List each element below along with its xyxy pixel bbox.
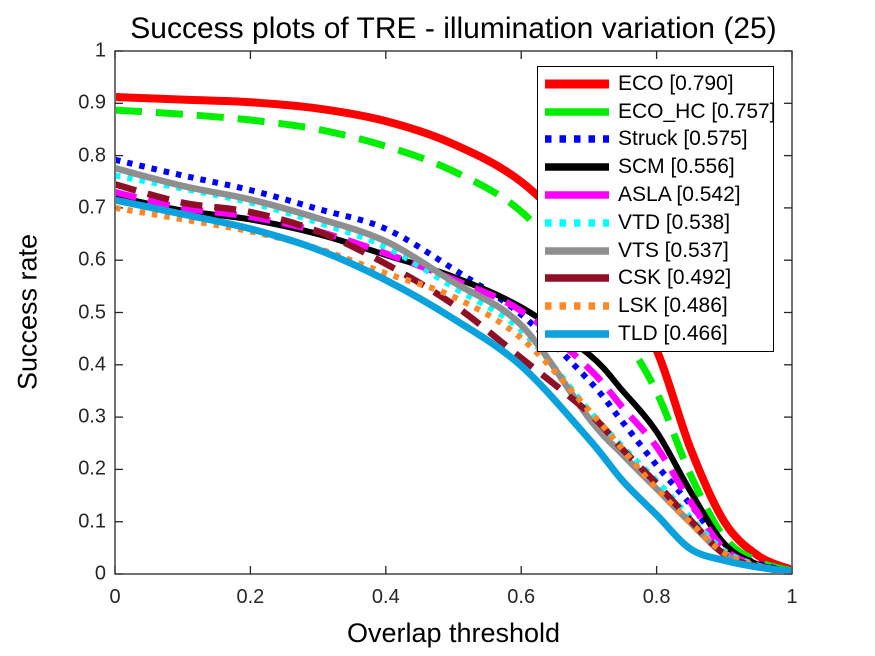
legend: ECO [0.790] ECO_HC [0.757] Struck [0.575] S…: [537, 66, 776, 352]
legend-item-SCM: SCM [0.556]: [544, 154, 773, 180]
legend-line-ECO_HC: [545, 107, 609, 116]
y-tick-label: 0.8: [78, 144, 106, 167]
y-tick-label: 0.7: [78, 196, 106, 219]
x-tick-label: 0: [109, 586, 121, 608]
legend-label-ASLA: ASLA [0.542]: [618, 183, 741, 207]
legend-label-LSK: LSK [0.486]: [618, 294, 728, 318]
legend-item-TLD: TLD [0.466]: [544, 321, 773, 347]
legend-line-SCM: [545, 163, 609, 172]
x-tick-label: 1: [786, 586, 798, 608]
legend-label-TLD: TLD [0.466]: [618, 322, 728, 346]
legend-label-CSK: CSK [0.492]: [618, 266, 732, 290]
y-tick-label: 0.2: [78, 457, 106, 480]
legend-item-CSK: CSK [0.492]: [544, 265, 773, 291]
legend-line-Struck: [545, 135, 609, 144]
curve-TLD: [116, 196, 791, 573]
curve-Struck: [116, 156, 791, 573]
legend-line-VTS: [545, 246, 609, 255]
x-axis-label: Overlap threshold: [346, 618, 561, 648]
legend-item-LSK: LSK [0.486]: [544, 293, 773, 319]
y-tick-label: 0: [94, 562, 106, 585]
legend-label-VTD: VTD [0.538]: [618, 210, 731, 234]
legend-item-ASLA: ASLA [0.542]: [544, 182, 773, 208]
chart-title: Success plots of TRE - illumination vari…: [130, 12, 777, 45]
y-tick-label: 0.1: [78, 510, 106, 533]
legend-label-Struck: Struck [0.575]: [618, 127, 748, 151]
legend-line-VTD: [545, 219, 609, 227]
legend-item-VTS: VTS [0.537]: [544, 238, 773, 264]
legend-item-ECO_HC: ECO_HC [0.757]: [544, 99, 776, 125]
y-tick-label: 0.9: [78, 91, 106, 114]
legend-line-CSK: [545, 274, 609, 283]
legend-item-VTD: VTD [0.538]: [544, 210, 773, 236]
legend-label-ECO_HC: ECO_HC [0.757]: [618, 99, 776, 123]
legend-line-LSK: [545, 302, 609, 311]
x-tick-label: 0.4: [371, 586, 400, 608]
x-tick-label: 0.6: [507, 586, 536, 608]
legend-line-ECO: [545, 79, 609, 89]
y-tick-label: 0.4: [78, 353, 106, 376]
x-tick-label: 0.2: [236, 586, 265, 608]
y-tick-label: 1: [94, 39, 106, 62]
y-tick-label: 0.5: [78, 301, 106, 323]
x-tick-label: 0.8: [642, 586, 671, 608]
legend-line-TLD: [545, 330, 609, 338]
legend-label-VTS: VTS [0.537]: [618, 238, 729, 262]
y-tick-label: 0.3: [78, 405, 106, 428]
y-tick-label: 0.6: [78, 248, 106, 271]
legend-label-ECO: ECO [0.790]: [618, 71, 734, 95]
legend-label-SCM: SCM [0.556]: [618, 155, 735, 179]
legend-item-Struck: Struck [0.575]: [544, 126, 773, 152]
y-axis-label: Success rate: [12, 233, 43, 391]
legend-item-ECO: ECO [0.790]: [544, 71, 773, 97]
legend-line-ASLA: [545, 191, 609, 199]
